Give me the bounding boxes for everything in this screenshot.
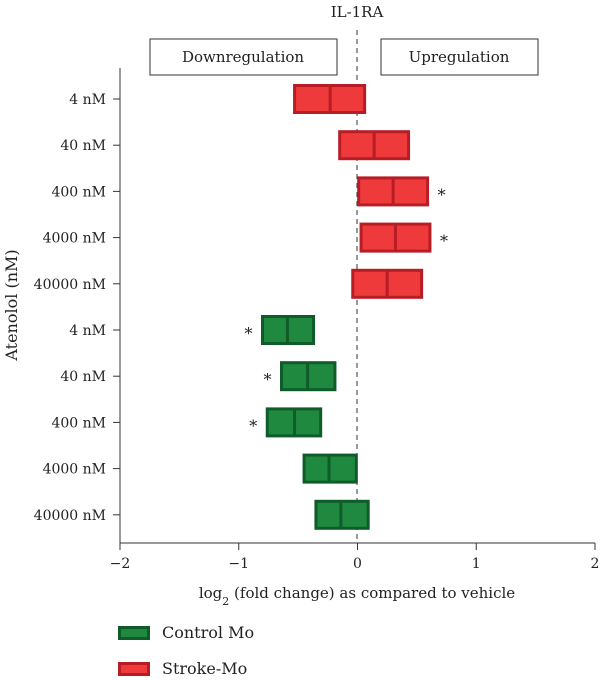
y-tick-label: 4 nM <box>69 323 106 339</box>
legend-swatch-stroke <box>118 661 150 676</box>
significance-marker: * <box>245 324 253 343</box>
legend-item-control: Control Mo <box>118 623 254 642</box>
x-axis-label-main: log <box>199 584 223 602</box>
y-axis-ticks: 4 nM 40 nM 400 nM 4000 nM 40000 nM 4 nM 40 nM 4… <box>34 92 120 524</box>
y-tick-label: 4 nM <box>69 92 106 108</box>
y-tick-label: 400 nM <box>51 415 106 431</box>
plot-area: * * * * * <box>245 84 448 530</box>
significance-marker: * <box>264 370 272 389</box>
upregulation-box <box>380 38 539 76</box>
y-tick-label: 4000 nM <box>43 231 106 247</box>
legend-swatch-control <box>118 625 150 640</box>
significance-marker: * <box>438 185 446 204</box>
upregulation-label: Upregulation <box>409 48 510 66</box>
downregulation-box <box>149 38 338 76</box>
x-tick-label: 1 <box>472 556 481 572</box>
y-tick-label: 40 nM <box>60 369 106 385</box>
chart-title: IL-1RA <box>331 3 384 21</box>
x-tick-label: 2 <box>591 556 600 572</box>
downregulation-label: Downregulation <box>182 48 304 66</box>
x-tick-label: −1 <box>228 556 249 572</box>
y-axis-label: Atenolol (nM) <box>2 249 21 361</box>
x-axis-ticks: −2 −1 0 1 2 <box>110 543 600 572</box>
x-axis-label-subscript: 2 <box>222 595 229 608</box>
y-tick-label: 400 nM <box>51 184 106 200</box>
x-tick-label: 0 <box>353 556 362 572</box>
legend-label-stroke: Stroke-Mo <box>162 659 248 678</box>
x-axis-label-rest: (fold change) as compared to vehicle <box>229 584 515 602</box>
legend-label-control: Control Mo <box>162 623 255 642</box>
x-axis-label: log2 (fold change) as compared to vehicl… <box>199 584 515 608</box>
significance-marker: * <box>440 232 448 251</box>
x-tick-label: −2 <box>110 556 131 572</box>
legend-item-stroke: Stroke-Mo <box>118 659 247 678</box>
y-tick-label: 4000 nM <box>43 462 106 478</box>
significance-marker: * <box>249 416 257 435</box>
y-tick-label: 40000 nM <box>34 508 106 524</box>
y-tick-label: 40000 nM <box>34 277 106 293</box>
y-tick-label: 40 nM <box>60 138 106 154</box>
